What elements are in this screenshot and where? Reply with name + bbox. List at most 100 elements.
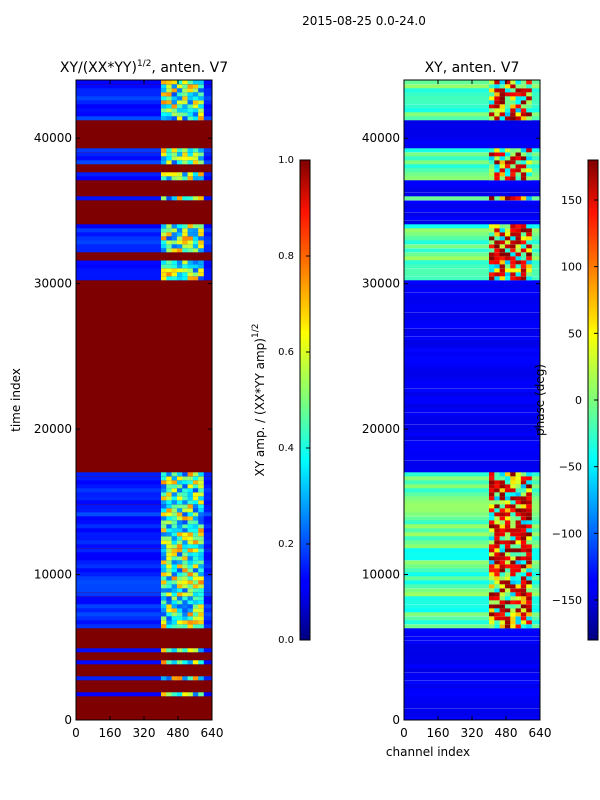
heatmap-cell: [499, 228, 506, 233]
heatmap-cell: [520, 476, 527, 481]
heatmap-cell: [176, 592, 183, 597]
heatmap-cell: [161, 604, 167, 609]
heatmap-cell: [494, 160, 500, 165]
heatmap-cell: [510, 508, 516, 513]
heatmap-cell: [182, 604, 188, 609]
heatmap-cell: [520, 224, 527, 229]
heatmap-cell: [198, 608, 204, 613]
heatmap-cell: [171, 108, 178, 113]
heatmap-cell: [76, 584, 212, 589]
heatmap-cell: [510, 276, 516, 281]
heatmap-cell: [404, 460, 540, 465]
heatmap-cell: [404, 680, 540, 685]
heatmap-cell: [182, 92, 188, 97]
heatmap-cell: [192, 608, 199, 613]
heatmap-cell: [166, 152, 172, 157]
left-chart-title: XY/(XX*YY)1/2, anten. V7: [60, 59, 228, 76]
heatmap-cell: [520, 100, 527, 105]
heatmap-cell: [76, 368, 212, 373]
heatmap-cell: [404, 500, 540, 505]
heatmap-cell: [76, 608, 212, 613]
heatmap-cell: [504, 148, 511, 153]
heatmap-cell: [76, 696, 212, 701]
heatmap-cell: [171, 608, 178, 613]
heatmap-cell: [176, 616, 183, 621]
y-tick-label: 40000: [34, 131, 72, 145]
heatmap-cell: [404, 260, 540, 265]
heatmap-cell: [504, 232, 511, 237]
heatmap-cell: [76, 332, 212, 337]
heatmap-cell: [192, 592, 199, 597]
heatmap-cell: [182, 564, 188, 569]
heatmap-cell: [76, 604, 212, 609]
heatmap-cell: [526, 476, 532, 481]
heatmap-cell: [198, 568, 204, 573]
heatmap-cell: [404, 476, 540, 481]
heatmap-cell: [76, 472, 212, 477]
heatmap-cell: [171, 604, 178, 609]
heatmap-cell: [526, 616, 532, 621]
heatmap-cell: [404, 656, 540, 661]
heatmap-cell: [182, 556, 188, 561]
heatmap-cell: [515, 96, 522, 101]
heatmap-cell: [76, 600, 212, 605]
heatmap-cell: [176, 260, 183, 265]
heatmap-cell: [404, 220, 540, 225]
heatmap-cell: [161, 620, 167, 625]
heatmap-cell: [192, 268, 199, 273]
heatmap-cell: [526, 104, 532, 109]
heatmap-cell: [166, 604, 172, 609]
heatmap-cell: [520, 520, 527, 525]
heatmap-cell: [515, 232, 522, 237]
heatmap-cell: [161, 504, 167, 509]
heatmap-cell: [489, 560, 495, 565]
heatmap-cell: [182, 548, 188, 553]
heatmap-cell: [76, 388, 212, 393]
heatmap-cell: [520, 104, 527, 109]
heatmap-cell: [76, 436, 212, 441]
heatmap-cell: [198, 484, 204, 489]
heatmap-cell: [515, 224, 522, 229]
heatmap-cell: [489, 544, 495, 549]
heatmap-cell: [510, 488, 516, 493]
heatmap-cell: [166, 232, 172, 237]
heatmap-cell: [499, 96, 506, 101]
heatmap-cell: [499, 580, 506, 585]
heatmap-cell: [182, 568, 188, 573]
heatmap-cell: [161, 268, 167, 273]
heatmap-cell: [404, 316, 540, 321]
heatmap-cell: [76, 232, 212, 237]
heatmap-cell: [187, 556, 194, 561]
heatmap-cell: [494, 528, 500, 533]
heatmap-cell: [404, 216, 540, 221]
heatmap-cell: [510, 568, 516, 573]
heatmap-cell: [510, 480, 516, 485]
heatmap-cell: [187, 584, 194, 589]
heatmap-cell: [198, 560, 204, 565]
left-colorbar-ticks: 0.00.20.40.60.81.0: [278, 155, 310, 646]
heatmap-cell: [187, 488, 194, 493]
heatmap-cell: [510, 592, 516, 597]
right-colorbar-label: phase (deg): [533, 364, 547, 436]
heatmap-cell: [198, 556, 204, 561]
heatmap-cell: [526, 108, 532, 113]
heatmap-cell: [404, 488, 540, 493]
heatmap-cell: [198, 624, 204, 629]
heatmap-cell: [76, 260, 212, 265]
heatmap-cell: [192, 80, 199, 85]
heatmap-cell: [499, 596, 506, 601]
heatmap-cell: [404, 248, 540, 253]
heatmap-cell: [176, 276, 183, 281]
heatmap-cell: [510, 484, 516, 489]
heatmap-cell: [187, 196, 194, 201]
heatmap-cell: [494, 540, 500, 545]
heatmap-cell: [520, 608, 527, 613]
heatmap-cell: [499, 232, 506, 237]
heatmap-cell: [187, 476, 194, 481]
heatmap-cell: [499, 108, 506, 113]
heatmap-cell: [526, 568, 532, 573]
heatmap-cell: [76, 164, 212, 169]
heatmap-cell: [166, 108, 172, 113]
heatmap-cell: [494, 596, 500, 601]
